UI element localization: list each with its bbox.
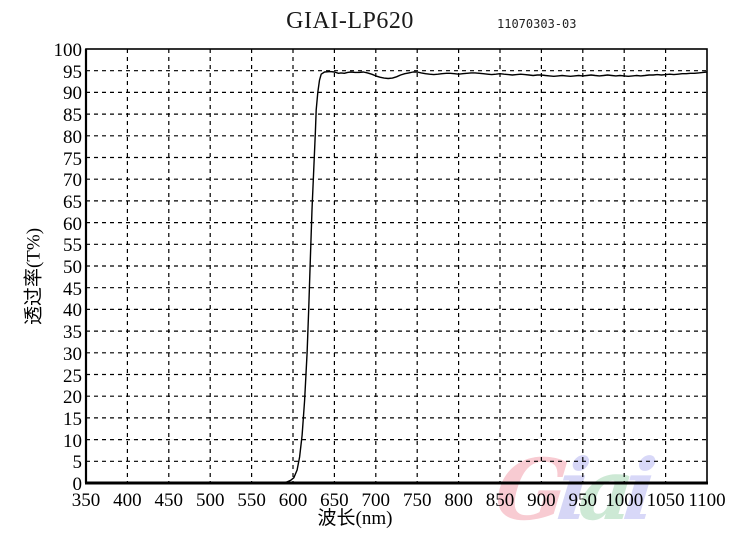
y-tick-label: 100 (53, 40, 83, 61)
y-tick-label: 0 (72, 474, 83, 495)
y-tick-label: 30 (63, 343, 82, 365)
x-tick-label: 400 (113, 490, 142, 511)
x-tick-label: 700 (361, 490, 391, 511)
y-tick-label: 35 (63, 322, 82, 344)
y-tick-label: 10 (63, 430, 82, 452)
y-tick-label: 15 (63, 408, 82, 430)
x-tick-label: 650 (320, 490, 349, 511)
chart-title-text: GIAI-LP620 (286, 8, 414, 34)
x-axis-label: 波长(nm) (317, 508, 393, 529)
y-tick-label: 45 (63, 278, 82, 300)
y-tick-label: 60 (63, 213, 82, 235)
x-tick-label: 1050 (646, 490, 685, 511)
x-tick-label: 750 (402, 490, 432, 511)
x-tick-label: 500 (195, 490, 225, 511)
y-tick-label: 40 (63, 300, 82, 322)
x-tick-label: 350 (71, 490, 101, 511)
y-tick-label: 50 (63, 257, 82, 278)
x-tick-label: 800 (444, 490, 473, 511)
y-tick-label: 55 (63, 235, 82, 257)
y-tick-label: 80 (63, 126, 82, 148)
transmission-curve (86, 70, 708, 484)
x-tick-label: 900 (527, 490, 556, 511)
x-tick-label: 450 (154, 490, 184, 511)
x-tick-label: 1100 (688, 490, 726, 511)
y-tick-label: 70 (63, 170, 82, 192)
lot-number: 11070303-03 (497, 17, 577, 31)
y-axis-label: 透过率(T%) (23, 227, 45, 326)
y-tick-label: 65 (63, 191, 82, 213)
x-tick-label: 950 (568, 490, 598, 511)
y-tick-label: 5 (72, 452, 83, 474)
x-tick-label: 850 (485, 490, 515, 511)
y-tick-label: 75 (63, 148, 82, 170)
x-tick-label: 600 (278, 490, 308, 511)
y-tick-label: 95 (63, 61, 82, 83)
x-tick-label: 1000 (605, 490, 644, 511)
grid-lines (86, 49, 707, 483)
y-tick-label: 90 (63, 83, 82, 105)
x-tick-label: 550 (237, 490, 266, 511)
y-tick-label: 20 (63, 387, 82, 409)
y-tick-label: 25 (63, 365, 82, 387)
chart-title: GIAI-LP620 (0, 8, 740, 35)
y-tick-label: 85 (63, 105, 82, 127)
